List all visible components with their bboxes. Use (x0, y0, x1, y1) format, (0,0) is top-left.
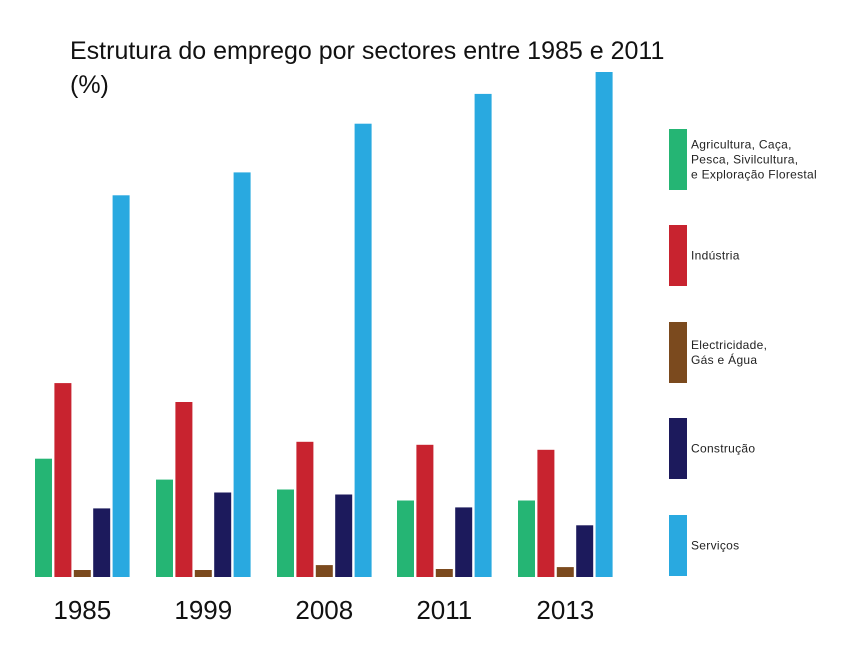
bar-2013-series-2 (556, 567, 574, 577)
legend-swatch-2 (669, 322, 687, 383)
bar-1985-series-3 (93, 508, 111, 577)
bar-1999-series-2 (194, 570, 212, 577)
bar-2011-series-2 (435, 569, 453, 577)
bar-2008-series-4 (354, 123, 372, 577)
legend-label-2: Electricidade, Gás e Água (691, 338, 767, 367)
legend-label-0: Agricultura, Caça, Pesca, Sivilcultura, e … (691, 138, 817, 182)
bar-2011-series-3 (455, 507, 473, 577)
bar-1999-series-4 (233, 172, 251, 577)
bar-1999-series-1 (175, 402, 193, 577)
bar-2013-series-1 (537, 449, 555, 577)
bar-2013-series-0 (518, 500, 535, 577)
bar-1985-series-0 (35, 458, 52, 577)
legend-label-4: Serviços (691, 539, 739, 553)
x-tick-label-2011: 2011 (416, 595, 472, 625)
bar-2008-series-3 (335, 494, 353, 577)
legend-swatch-4 (669, 515, 687, 576)
bar-2011-series-0 (397, 500, 414, 577)
bar-2008-series-2 (315, 565, 333, 577)
bars (35, 72, 613, 578)
bar-1985-series-2 (73, 570, 91, 577)
x-tick-label-2013: 2013 (536, 595, 594, 625)
x-tick-label-1985: 1985 (53, 595, 111, 625)
bar-1985-series-4 (112, 195, 130, 578)
legend-swatch-3 (669, 418, 687, 479)
bar-1985-series-1 (54, 383, 72, 577)
bar-2011-series-4 (474, 93, 492, 578)
bar-2011-series-1 (416, 444, 434, 577)
bar-1999-series-3 (214, 492, 232, 577)
bar-2008-series-1 (296, 441, 314, 577)
bar-2008-series-0 (277, 489, 294, 577)
x-axis-tick-labels: 1985 1999 2008 2011 2013 (53, 595, 594, 625)
legend-swatch-1 (669, 225, 687, 286)
bar-2013-series-3 (576, 525, 594, 577)
legend-swatch-0 (669, 129, 687, 190)
x-tick-label-1999: 1999 (174, 595, 232, 625)
bar-2013-series-4 (595, 72, 613, 577)
legend: Agricultura, Caça, Pesca, Sivilcultura, e … (669, 129, 817, 576)
chart-title: Estrutura do emprego por sectores entre … (70, 37, 665, 99)
x-tick-label-2008: 2008 (295, 595, 353, 625)
bar-1999-series-0 (156, 479, 173, 577)
legend-label-1: Indústria (691, 249, 740, 263)
legend-label-3: Construção (691, 442, 755, 456)
